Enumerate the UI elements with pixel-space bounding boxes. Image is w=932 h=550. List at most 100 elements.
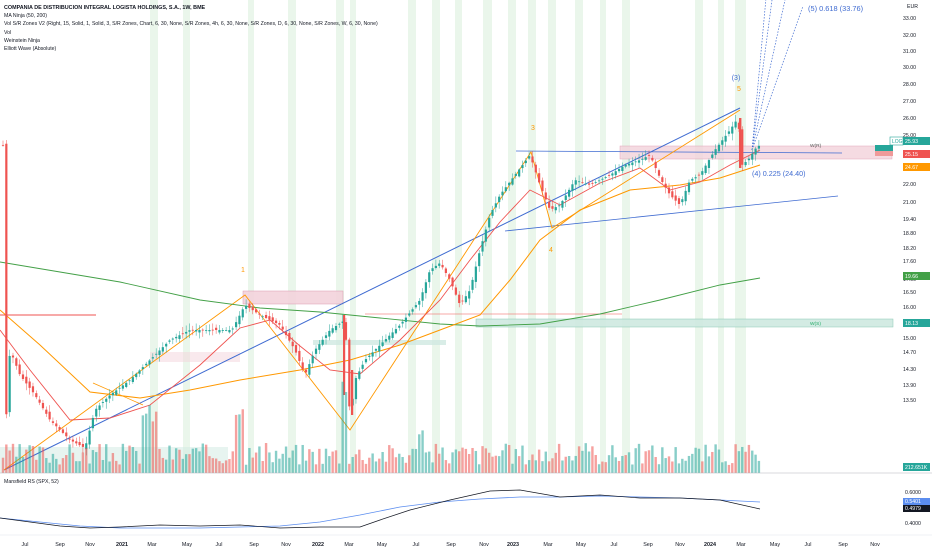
candles-group xyxy=(1,115,761,456)
x-tick-label: 2022 xyxy=(312,542,324,548)
candle-body xyxy=(85,443,88,450)
volume-bar xyxy=(5,444,8,473)
projection-fan-line xyxy=(751,0,767,151)
volume-bar xyxy=(531,454,534,473)
candle-body xyxy=(711,154,714,158)
resistance-zone xyxy=(242,290,344,305)
candle-body xyxy=(291,341,294,347)
candle-body xyxy=(328,330,331,337)
candle-body xyxy=(101,402,104,403)
candle-body xyxy=(524,160,527,164)
volume-bar xyxy=(584,443,587,473)
candle-body xyxy=(704,165,707,174)
volume-bar xyxy=(418,434,421,473)
legend-title: COMPANIA DE DISTRIBUCION INTEGRAL LOGIST… xyxy=(4,5,206,11)
volume-bar xyxy=(428,451,431,473)
candle-body xyxy=(731,126,734,134)
candle-body xyxy=(311,355,314,364)
candle-body xyxy=(757,145,761,149)
volume-bar xyxy=(151,421,155,473)
candle-body xyxy=(428,272,431,283)
candle-body xyxy=(218,330,221,333)
volume-bar xyxy=(331,451,334,473)
support-zone-ws xyxy=(475,318,894,328)
candle-body xyxy=(205,330,208,331)
volume-bar xyxy=(394,457,398,473)
candle-body xyxy=(404,317,408,322)
volume-bar xyxy=(731,463,734,473)
volume-bar xyxy=(744,451,747,473)
volume-bar xyxy=(634,448,637,473)
volume-bar xyxy=(238,414,241,473)
volume-bar xyxy=(368,457,371,473)
candle-body xyxy=(508,182,511,186)
volume-bar xyxy=(81,452,85,473)
highlight-band xyxy=(483,0,492,473)
highlight-band xyxy=(248,0,254,473)
volume-bar xyxy=(667,456,671,473)
volume-bar xyxy=(621,455,624,473)
volume-bar xyxy=(527,460,531,473)
candle-body xyxy=(534,164,537,173)
candle-body xyxy=(88,430,91,445)
x-tick-label: Sep xyxy=(55,542,65,548)
price-badge-bg xyxy=(903,137,930,145)
volume-bar xyxy=(757,460,761,473)
candle-body xyxy=(538,173,541,183)
candle-body xyxy=(81,443,85,447)
volume-bar xyxy=(144,413,148,473)
volume-bar xyxy=(747,444,751,473)
volume-bar xyxy=(88,463,91,473)
candle-body xyxy=(751,153,754,160)
price-badge-value: 25.15 xyxy=(905,152,918,158)
candle-body xyxy=(587,183,591,185)
candle-body xyxy=(125,382,128,387)
highlight-band xyxy=(432,0,440,473)
y-tick-label: 28.00 xyxy=(903,82,916,88)
candle-body xyxy=(15,358,18,366)
highlight-band xyxy=(350,0,356,473)
y-tick-label: 25.00 xyxy=(903,133,916,139)
candle-body xyxy=(458,294,461,304)
candle-body xyxy=(374,349,378,351)
candle-body xyxy=(408,313,411,316)
volume-bar xyxy=(601,461,604,473)
volume-bar xyxy=(657,464,661,473)
price-badge-bg xyxy=(903,272,930,280)
volume-bar xyxy=(341,381,344,473)
y-tick-label: 18.80 xyxy=(903,231,916,237)
candle-body xyxy=(721,140,724,145)
volume-bar xyxy=(501,450,504,473)
candle-body xyxy=(175,336,178,339)
legend-ma-ninja: MA Ninja (50, 200) xyxy=(4,13,47,20)
candle-body xyxy=(591,182,594,184)
x-tick-label: Mar xyxy=(736,542,745,548)
x-tick-label: Nov xyxy=(85,542,95,548)
candle-body xyxy=(551,206,554,209)
candle-body xyxy=(677,198,681,204)
price-badge-bg xyxy=(903,319,930,327)
candle-body xyxy=(45,409,48,414)
volume-bar xyxy=(31,445,35,473)
wave-label: 5 xyxy=(737,86,741,93)
volume-bar xyxy=(228,458,231,473)
x-tick-label: Jul xyxy=(611,542,618,548)
candle-body xyxy=(251,306,254,311)
price-badge: 212.651K xyxy=(903,463,930,471)
candle-body xyxy=(211,329,214,331)
volume-bar xyxy=(85,447,88,473)
candle-body xyxy=(121,385,124,389)
price-badge-bg xyxy=(903,150,930,158)
candle-body xyxy=(597,180,601,182)
volume-bar xyxy=(411,448,414,473)
candle-body xyxy=(321,339,324,345)
volume-bar xyxy=(324,448,328,473)
candle-body xyxy=(278,322,281,325)
volume-bar xyxy=(684,460,687,473)
candle-body xyxy=(584,183,587,185)
volume-bar xyxy=(8,450,11,473)
highlight-band xyxy=(336,0,344,473)
candle-body xyxy=(484,229,487,242)
volume-bar xyxy=(308,449,311,473)
